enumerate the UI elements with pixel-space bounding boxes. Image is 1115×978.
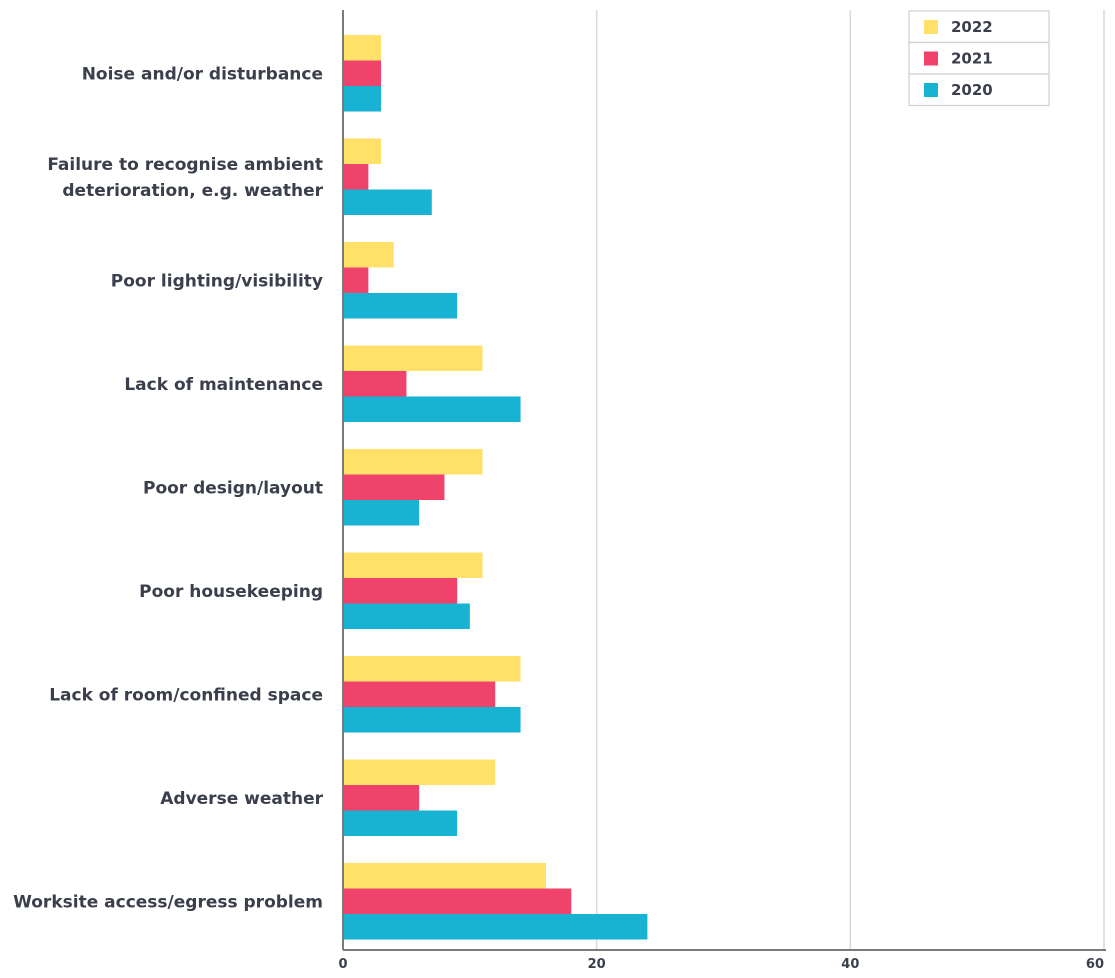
bar-2021 bbox=[343, 371, 407, 397]
category-label: deterioration, e.g. weather bbox=[62, 181, 323, 201]
x-tick-label: 0 bbox=[338, 957, 347, 972]
category-label: Poor design/layout bbox=[143, 478, 323, 498]
category-labels: Noise and/or disturbance Failure to recog… bbox=[13, 64, 323, 912]
legend-swatch bbox=[924, 20, 938, 34]
bar-2021 bbox=[343, 578, 458, 604]
bar-2022 bbox=[343, 345, 483, 371]
bar-2020 bbox=[343, 603, 470, 629]
bar-2020 bbox=[343, 810, 458, 836]
bar-2021 bbox=[343, 164, 369, 190]
x-tick-label: 60 bbox=[1086, 957, 1104, 972]
bar-2021 bbox=[343, 474, 445, 500]
bar-2022 bbox=[343, 35, 382, 61]
bar-2022 bbox=[343, 449, 483, 475]
bar-2020 bbox=[343, 396, 521, 422]
bar-2021 bbox=[343, 267, 369, 293]
gridlines bbox=[595, 10, 1105, 950]
bar-2020 bbox=[343, 189, 432, 215]
bar-2020 bbox=[343, 914, 648, 940]
bars bbox=[343, 35, 648, 940]
axes bbox=[342, 10, 1106, 951]
bar-2020 bbox=[343, 86, 382, 112]
x-tick-label: 40 bbox=[841, 957, 859, 972]
legend-label: 2021 bbox=[951, 50, 993, 68]
bar-2022 bbox=[343, 552, 483, 578]
legend-swatch bbox=[924, 83, 938, 97]
x-tick-labels: 0 20 40 60 bbox=[338, 957, 1104, 972]
legend-label: 2022 bbox=[951, 18, 993, 36]
legend: 2022 2021 2020 bbox=[908, 10, 1050, 107]
bar-2022 bbox=[343, 242, 394, 268]
bar-2022 bbox=[343, 656, 521, 682]
category-label: Poor housekeeping bbox=[139, 582, 323, 602]
bar-2020 bbox=[343, 500, 420, 526]
bar-2022 bbox=[343, 759, 496, 785]
category-label: Lack of room/confined space bbox=[49, 685, 323, 705]
legend-row bbox=[908, 73, 1050, 107]
x-tick-label: 20 bbox=[588, 957, 606, 972]
legend-swatch bbox=[924, 51, 938, 66]
bar-2020 bbox=[343, 293, 458, 319]
category-label: Poor lighting/visibility bbox=[111, 271, 323, 291]
legend-label: 2020 bbox=[951, 81, 993, 99]
category-label: Worksite access/egress problem bbox=[13, 892, 323, 912]
bar-2021 bbox=[343, 888, 572, 914]
category-label: Lack of maintenance bbox=[124, 375, 323, 395]
category-label: Noise and/or disturbance bbox=[82, 64, 323, 84]
bar-2021 bbox=[343, 60, 382, 86]
category-label: Adverse weather bbox=[160, 789, 323, 809]
category-label: Failure to recognise ambient bbox=[47, 155, 323, 175]
bar-2021 bbox=[343, 785, 420, 811]
bar-2022 bbox=[343, 138, 382, 164]
bar-2020 bbox=[343, 707, 521, 733]
bar-2021 bbox=[343, 681, 496, 707]
bar-2022 bbox=[343, 863, 546, 889]
